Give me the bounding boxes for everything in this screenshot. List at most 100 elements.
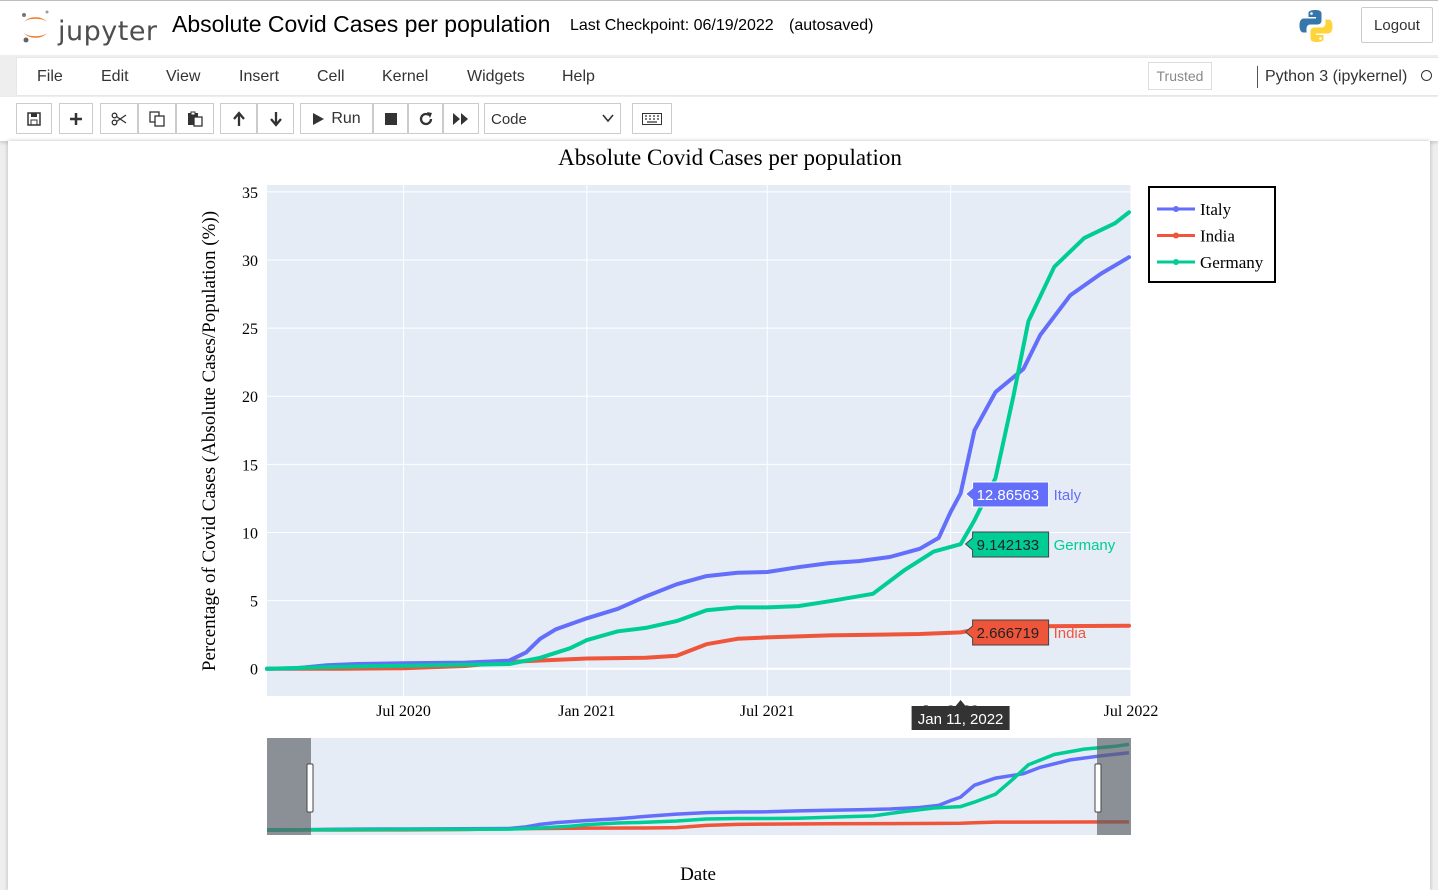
restart-button[interactable] xyxy=(408,103,443,134)
menu-view[interactable]: View xyxy=(166,68,201,85)
interrupt-button[interactable] xyxy=(373,103,408,134)
move-up-icon xyxy=(232,110,245,126)
toolbar: Run Code xyxy=(0,97,1438,141)
run-label: Run xyxy=(331,109,361,127)
checkpoint-status: Last Checkpoint: 06/19/2022 xyxy=(570,17,774,34)
legend-marker-india xyxy=(1173,232,1179,239)
main-series-lines xyxy=(265,210,1131,671)
header-border xyxy=(0,0,1438,1)
range-slider-right-mask xyxy=(1097,738,1131,835)
menu-widgets[interactable]: Widgets xyxy=(467,68,525,85)
kernel-name[interactable]: Python 3 (ipykernel) xyxy=(1265,68,1408,85)
logo-text: jupyter xyxy=(58,16,158,47)
plot-background xyxy=(267,185,1131,696)
save-icon xyxy=(27,111,41,126)
legend-label-india[interactable]: India xyxy=(1200,227,1235,246)
menu-file[interactable]: File xyxy=(37,68,63,85)
notebook-header: jupyter Absolute Covid Cases per populat… xyxy=(0,0,1438,55)
paste-button[interactable] xyxy=(176,103,214,134)
hover-name-india: India xyxy=(1054,625,1087,642)
y-tick-label: 35 xyxy=(242,185,258,202)
jupyter-logo[interactable]: jupyter xyxy=(20,8,160,47)
copy-icon xyxy=(149,110,165,127)
y-tick-label: 10 xyxy=(242,525,258,542)
series-line-germany[interactable] xyxy=(265,210,1131,671)
add-cell-icon xyxy=(70,112,82,125)
range-slider-left-mask xyxy=(267,738,311,835)
restart-icon xyxy=(419,111,432,125)
save-button[interactable] xyxy=(16,103,52,134)
hover-name-italy: Italy xyxy=(1054,487,1082,504)
series-line-italy[interactable] xyxy=(265,255,1131,671)
y-axis: 0 5 10 15 20 25 30 35 xyxy=(242,185,258,679)
copy-button[interactable] xyxy=(138,103,176,134)
command-palette-button[interactable] xyxy=(632,103,672,134)
python-logo-icon xyxy=(1299,10,1333,42)
legend: Italy India Germany xyxy=(1148,186,1276,283)
range-slider-line-germany xyxy=(266,742,1130,832)
jupyter-orbit-icon xyxy=(22,10,49,43)
cut-button[interactable] xyxy=(100,103,138,134)
y-tick-label: 0 xyxy=(250,662,258,679)
x-tick-label: Jul 2021 xyxy=(740,703,795,720)
run-icon xyxy=(313,112,325,125)
hover-date-box xyxy=(911,700,1010,730)
hover-labels: 12.86563 Italy 9.142133 Germany 2.666719 Indi… xyxy=(911,481,1116,730)
hover-box-germany xyxy=(964,531,1050,558)
range-slider-lines xyxy=(266,742,1130,832)
hover-value-italy: 12.86563 xyxy=(977,487,1040,504)
autosave-status: (autosaved) xyxy=(789,17,874,34)
y-axis-label: Percentage of Covid Cases (Absolute Case… xyxy=(199,211,220,671)
menu-help[interactable]: Help xyxy=(562,68,595,85)
grid xyxy=(267,185,1132,696)
y-tick-label: 15 xyxy=(242,457,258,474)
range-slider[interactable] xyxy=(266,738,1131,835)
legend-label-italy[interactable]: Italy xyxy=(1200,200,1232,219)
x-axis-label: Date xyxy=(680,864,716,885)
keyboard-icon xyxy=(642,112,662,125)
run-button[interactable]: Run xyxy=(300,103,373,134)
kernel-separator xyxy=(1257,66,1258,88)
insert-cell-button[interactable] xyxy=(59,103,93,134)
legend-marker-italy xyxy=(1173,206,1179,212)
menu-insert[interactable]: Insert xyxy=(239,68,280,85)
logout-button[interactable]: Logout xyxy=(1361,7,1433,43)
menu-kernel[interactable]: Kernel xyxy=(382,68,429,85)
fast-forward-icon xyxy=(453,112,468,125)
cell-type-select[interactable]: Code xyxy=(484,103,621,134)
legend-label-germany[interactable]: Germany xyxy=(1200,253,1264,272)
hover-box-italy xyxy=(964,481,1050,508)
hover-value-germany: 9.142133 xyxy=(977,537,1040,554)
x-tick-label: Jul 2022 xyxy=(1104,703,1159,720)
menu-bar: File Edit View Insert Cell Kernel Widget… xyxy=(16,57,1438,96)
hover-date-label: Jan 11, 2022 xyxy=(918,711,1004,728)
move-down-button[interactable] xyxy=(257,103,294,134)
move-down-icon xyxy=(269,111,282,127)
x-tick-label: Jul 2020 xyxy=(376,703,431,720)
y-tick-label: 30 xyxy=(242,253,258,270)
cell-type-value: Code xyxy=(491,111,527,128)
paste-icon xyxy=(188,111,203,127)
trusted-indicator[interactable]: Trusted xyxy=(1148,62,1212,90)
restart-run-all-button[interactable] xyxy=(443,103,479,134)
move-up-button[interactable] xyxy=(220,103,257,134)
stop-icon xyxy=(384,112,397,125)
menu-edit[interactable]: Edit xyxy=(101,68,129,85)
chevron-down-icon xyxy=(602,114,614,123)
y-tick-label: 20 xyxy=(242,389,258,406)
notebook-title[interactable]: Absolute Covid Cases per population xyxy=(172,11,551,37)
menu-cell[interactable]: Cell xyxy=(317,68,345,85)
covid-chart[interactable]: Absolute Covid Cases per population 0 5 10… xyxy=(8,141,1430,890)
hover-value-india: 2.666719 xyxy=(977,625,1040,642)
y-tick-label: 25 xyxy=(242,321,258,338)
output-area: Absolute Covid Cases per population 0 5 10… xyxy=(8,141,1430,890)
hover-name-germany: Germany xyxy=(1054,537,1116,554)
hover-box-india xyxy=(964,619,1050,646)
range-slider-left-handle[interactable] xyxy=(306,763,314,813)
range-slider-right-handle[interactable] xyxy=(1094,763,1102,813)
legend-marker-germany xyxy=(1173,259,1179,265)
x-tick-label: Jan 2021 xyxy=(558,703,615,720)
cut-icon xyxy=(111,112,127,125)
y-tick-label: 5 xyxy=(250,594,258,611)
